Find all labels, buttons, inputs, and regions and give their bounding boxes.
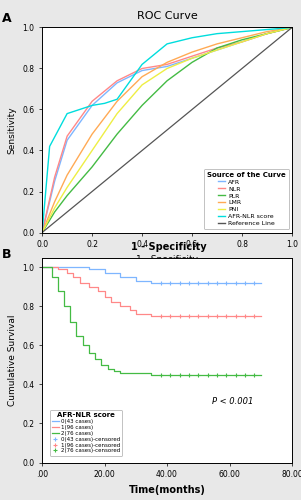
- X-axis label: Time(months): Time(months): [129, 484, 206, 494]
- Legend: AFR, NLR, PLR, LMR, PNI, AFR-NLR score, Reference Line: AFR, NLR, PLR, LMR, PNI, AFR-NLR score, …: [204, 168, 289, 230]
- Title: ROC Curve: ROC Curve: [137, 11, 197, 21]
- Y-axis label: Cumulative Survival: Cumulative Survival: [8, 314, 17, 406]
- Text: P < 0.001: P < 0.001: [212, 396, 253, 406]
- X-axis label: 1 - Specificity: 1 - Specificity: [136, 254, 198, 264]
- Text: A: A: [2, 12, 11, 26]
- Legend: 0(43 cases), 1(96 cases), 2(76 cases), 0(43 cases)-censored, 1(96 cases)-censore: 0(43 cases), 1(96 cases), 2(76 cases), 0…: [50, 410, 123, 456]
- Text: 1 - Specificity: 1 - Specificity: [131, 242, 206, 252]
- Text: B: B: [2, 248, 11, 260]
- Y-axis label: Sensitivity: Sensitivity: [8, 106, 17, 154]
